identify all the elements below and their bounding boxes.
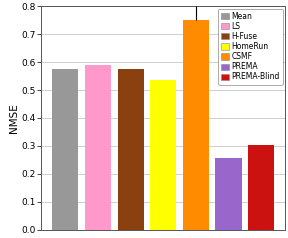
Bar: [248, 144, 274, 230]
Bar: [118, 69, 144, 230]
Bar: [150, 80, 176, 230]
Bar: [52, 69, 78, 230]
Y-axis label: NMSE: NMSE: [9, 103, 18, 133]
Legend: Mean, LS, H-Fuse, HomeRun, CSMF, PREMA, PREMA-Blind: Mean, LS, H-Fuse, HomeRun, CSMF, PREMA, …: [218, 9, 283, 84]
Bar: [215, 159, 242, 230]
Bar: [183, 20, 209, 230]
Bar: [85, 65, 111, 230]
